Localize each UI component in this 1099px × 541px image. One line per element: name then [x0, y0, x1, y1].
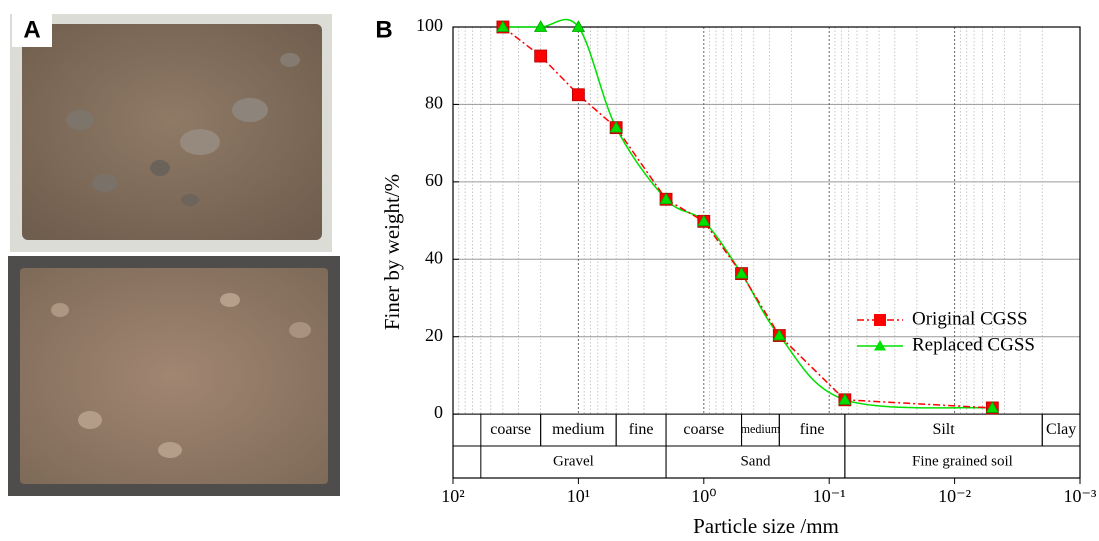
marker [496, 20, 510, 32]
y-tick-label: 60 [425, 170, 443, 190]
series-line [502, 26, 993, 409]
class-label: Silt [932, 421, 955, 438]
y-tick-label: 0 [434, 402, 443, 422]
photo-top [10, 14, 332, 252]
marker [697, 214, 711, 227]
x-tick-label: 10⁻³ [1064, 486, 1098, 506]
series-line [502, 18, 993, 409]
y-tick-label: 40 [425, 247, 443, 267]
legend-marker [874, 314, 886, 326]
marker [659, 192, 673, 205]
class-label: coarse [490, 421, 531, 438]
photo-bottom [8, 256, 340, 496]
plot-frame [452, 26, 1081, 479]
class-label: Gravel [553, 453, 594, 469]
class-label: Fine grained soil [912, 453, 1013, 469]
marker [838, 392, 852, 405]
marker [534, 49, 548, 63]
y-tick-label: 100 [416, 15, 443, 35]
class-label: medium [552, 421, 605, 438]
class-label: medium [741, 422, 781, 436]
class-label: fine [629, 421, 654, 438]
y-tick-label: 80 [425, 93, 443, 113]
x-tick-label: 10⁻¹ [813, 486, 846, 506]
panel-label: A [23, 16, 40, 43]
marker [772, 328, 786, 341]
legend-label: Original CGSS [912, 308, 1028, 329]
marker [533, 20, 548, 32]
class-label: coarse [683, 421, 724, 438]
y-axis-label: Finer by weight/% [380, 174, 404, 330]
x-tick-label: 10⁰ [691, 486, 716, 506]
legend-label: Replaced CGSS [912, 334, 1035, 355]
panel-label: B [375, 16, 392, 43]
x-tick-label: 10¹ [567, 486, 590, 506]
x-tick-label: 10² [441, 486, 464, 506]
y-tick-label: 20 [425, 325, 443, 345]
x-tick-label: 10⁻² [938, 486, 971, 506]
class-label: fine [800, 421, 825, 438]
marker [609, 120, 623, 133]
marker [572, 88, 585, 102]
legend-marker [874, 340, 886, 351]
marker [985, 401, 1000, 413]
x-axis-label: Particle size /mm [693, 514, 839, 538]
marker [734, 266, 749, 279]
marker [571, 20, 586, 32]
class-label: Clay [1046, 421, 1076, 438]
panel-label-box [12, 13, 52, 47]
class-label: Sand [740, 453, 771, 469]
